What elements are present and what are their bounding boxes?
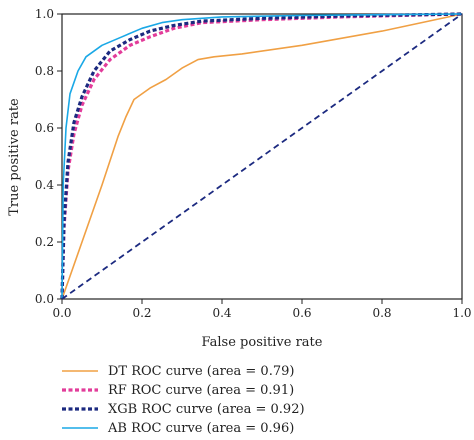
y-tick-label: 0.2 <box>35 235 54 249</box>
x-axis-label: False positive rate <box>202 335 323 350</box>
legend: DT ROC curve (area = 0.79) RF ROC curve (… <box>62 364 305 436</box>
legend-label: XGB ROC curve (area = 0.92) <box>108 402 305 417</box>
series-line-dt <box>61 13 463 300</box>
y-tick-label: 1.0 <box>35 7 54 21</box>
x-tick-label: 1.0 <box>452 306 471 320</box>
x-tick-label: 0.4 <box>212 306 231 320</box>
reference-diagonal-line <box>61 13 463 300</box>
plot-frame <box>61 13 463 300</box>
x-tick-label: 0.2 <box>132 306 151 320</box>
y-tick-label: 0.6 <box>35 121 54 135</box>
y-tick-label: 0.8 <box>35 64 54 78</box>
y-axis-label: True positive rate <box>7 98 22 216</box>
y-tick-label: 0.4 <box>35 178 54 192</box>
x-tick-label: 0.0 <box>52 306 71 320</box>
legend-label: AB ROC curve (area = 0.96) <box>107 421 294 436</box>
series-line-xgb <box>60 12 463 300</box>
y-tick-label: 0.0 <box>35 292 54 306</box>
legend-label: RF ROC curve (area = 0.91) <box>108 383 294 398</box>
legend-label: DT ROC curve (area = 0.79) <box>108 364 294 379</box>
x-tick-label: 0.8 <box>372 306 391 320</box>
x-tick-label: 0.6 <box>292 306 311 320</box>
series-line-ab <box>61 13 463 300</box>
